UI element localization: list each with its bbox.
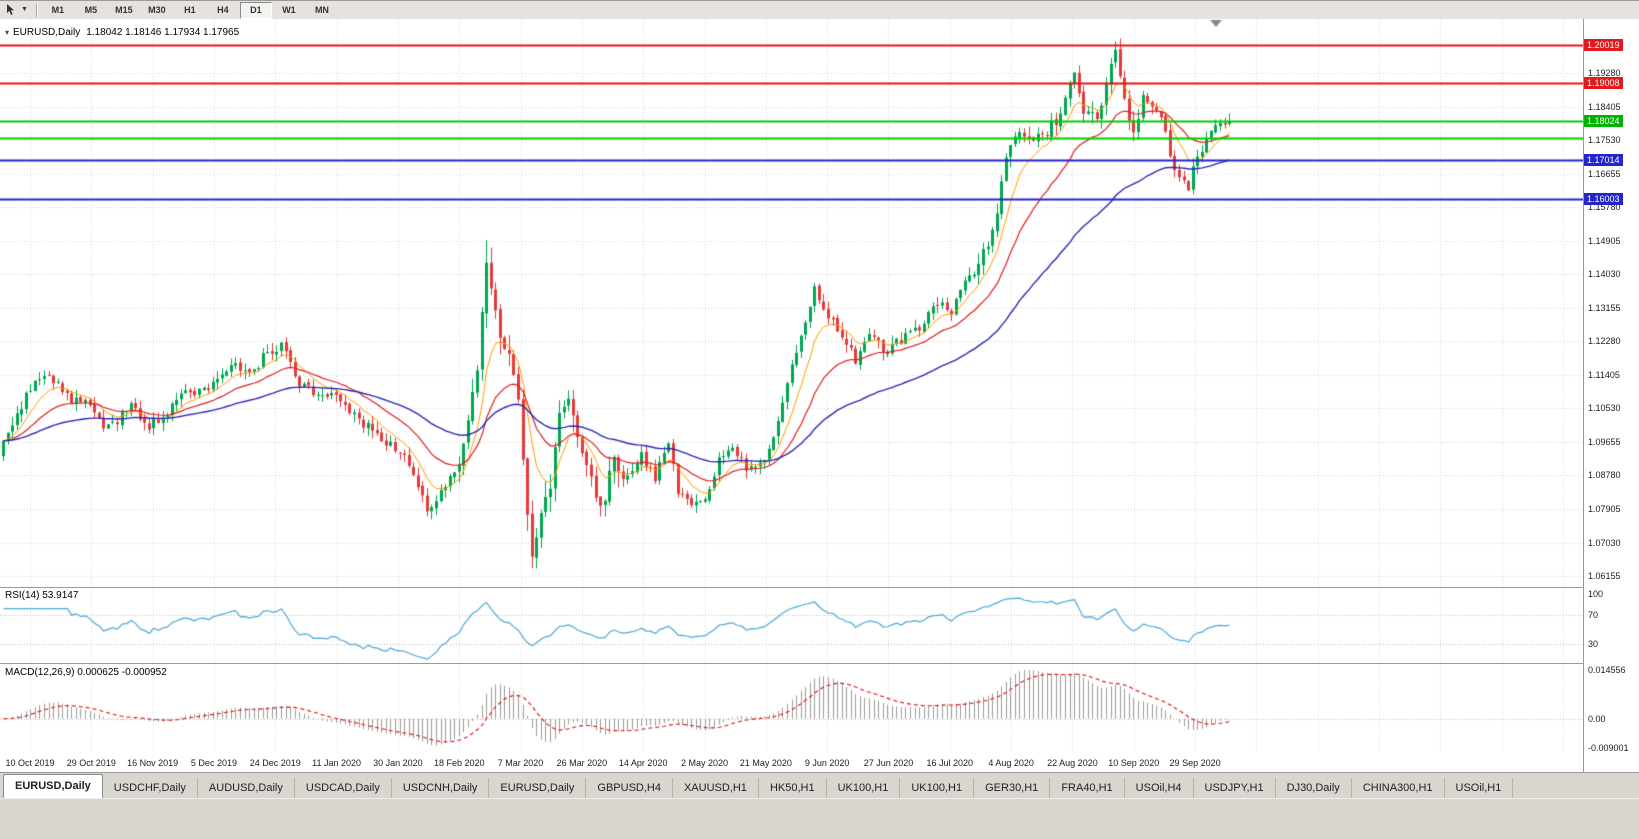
chart-tab-eurusd-daily-0[interactable]: EURUSD,Daily [3,774,103,799]
date-tick-label: 16 Jul 2020 [926,758,974,768]
cursor-icon [7,4,14,15]
price-tick-label: 1.07905 [1588,504,1621,514]
chart-tab-fra40-h1-12[interactable]: FRA40,H1 [1050,778,1125,799]
window-bottom-strip [0,798,1639,839]
price-tick-label: 1.08780 [1588,470,1621,481]
chart-symbol-label: EURUSD,Daily [13,27,81,38]
chart-tab-ger30-h1-11[interactable]: GER30,H1 [974,778,1051,799]
date-tick-label: 5 Dec 2019 [190,758,237,768]
date-tick-label: 27 Jun 2020 [863,758,914,768]
price-line-badge: 1.19008 [1584,77,1623,90]
cursor-tool-button[interactable] [3,2,18,18]
main-toolbar: ▼ M1 M5 M15 M30 H1 H4 D1 W1 MN [0,1,1639,20]
chart-tab-usoil-h1-17[interactable]: USOil,H1 [1445,778,1514,799]
macd-axis-label: -0.009001 [1588,743,1629,753]
price-tick-label: 1.13155 [1588,302,1621,313]
date-tick-label: 10 Oct 2019 [5,758,55,768]
chart-tab-hk50-h1-8[interactable]: HK50,H1 [759,778,827,799]
price-tick-label: 1.10530 [1588,403,1621,414]
price-tick-label: 1.14030 [1588,269,1621,280]
macd-panel-divider[interactable] [0,663,1639,664]
timeframe-button-m5[interactable]: M5 [84,4,98,15]
chart-canvas[interactable] [0,19,1583,754]
toolbar-separator [35,3,37,17]
date-tick-label: 21 May 2020 [739,758,792,768]
macd-axis-label: 0.014556 [1588,665,1626,675]
date-tick-label: 29 Oct 2019 [66,758,116,768]
chart-tab-uk100-h1-9[interactable]: UK100,H1 [827,778,901,799]
chart-ohlc-values: 1.18042 1.18146 1.17934 1.17965 [86,27,240,38]
price-tick-label: 1.12280 [1588,336,1621,347]
date-tick-label: 22 Aug 2020 [1047,758,1098,768]
price-tick-label: 1.07030 [1588,537,1621,548]
date-tick-label: 30 Jan 2020 [373,758,423,768]
chart-tab-usdcnh-daily-4[interactable]: USDCNH,Daily [392,778,490,799]
price-tick-label: 1.16655 [1588,168,1621,179]
chart-tab-xauusd-h1-7[interactable]: XAUUSD,H1 [673,778,759,799]
date-tick-label: 14 Apr 2020 [618,758,668,768]
timeframe-button-h1[interactable]: H1 [184,4,196,15]
price-tick-label: 1.15780 [1588,202,1621,213]
price-line-badge: 1.17014 [1584,153,1623,166]
price-axis[interactable]: 1.19280 1.18405 1.17530 1.16655 1.15780 1.149… [1583,19,1639,772]
date-tick-label: 16 Nov 2019 [127,758,179,768]
chart-tab-audusd-daily-2[interactable]: AUDUSD,Daily [198,778,295,799]
one-click-trading-arrow-icon[interactable]: ▾ [5,28,10,37]
rsi-axis-label: 30 [1588,639,1599,650]
price-tick-label: 1.14905 [1588,235,1621,246]
timeframe-button-m1[interactable]: M1 [51,4,65,15]
price-tick-label: 1.19280 [1588,68,1621,79]
price-line-badge: 1.16003 [1584,192,1623,205]
price-tick-label: 1.18405 [1588,101,1621,112]
date-tick-label: 24 Dec 2019 [249,758,301,768]
chart-tab-uk100-h1-10[interactable]: UK100,H1 [900,778,975,799]
date-axis[interactable]: 10 Oct 2019 29 Oct 2019 16 Nov 2019 5 Dec 2… [0,754,1583,772]
date-tick-label: 2 May 2020 [681,758,729,768]
price-line-badge: 1.18024 [1584,115,1623,128]
timeframe-button-m15[interactable]: M15 [115,4,133,15]
timeframe-buttons: M1 M5 M15 M30 H1 H4 D1 W1 MN [42,1,339,19]
price-tick-label: 1.17530 [1588,135,1621,146]
chart-tab-usdcad-daily-3[interactable]: USDCAD,Daily [295,778,392,799]
price-tick-label: 1.11405 [1588,369,1620,380]
chart-tab-gbpusd-h4-6[interactable]: GBPUSD,H4 [586,778,673,799]
chart-tab-dj30-daily-15[interactable]: DJ30,Daily [1276,778,1352,799]
timeframe-button-w1[interactable]: W1 [282,4,296,15]
date-tick-label: 18 Feb 2020 [433,758,485,768]
chart-region: ▾ EURUSD,Daily 1.18042 1.18146 1.17934 1.1… [0,19,1639,772]
chart-tab-usdjpy-h1-14[interactable]: USDJPY,H1 [1194,778,1276,799]
timeframe-button-m30[interactable]: M30 [148,4,166,15]
rsi-panel-divider[interactable] [0,587,1639,588]
price-tick-label: 1.06155 [1588,571,1621,582]
tool-dropdown-button[interactable]: ▼ [18,2,31,18]
rsi-axis-label: 100 [1588,589,1604,599]
macd-axis-label: 0.00 [1588,713,1606,724]
date-tick-label: 7 Mar 2020 [497,758,544,768]
rsi-axis-label: 70 [1588,609,1599,620]
timeframe-button-mn[interactable]: MN [314,4,329,15]
date-tick-label: 9 Jun 2020 [804,758,850,768]
timeframe-button-d1[interactable]: D1 [239,1,272,19]
date-tick-label: 26 Mar 2020 [556,758,608,768]
chart-tab-usdchf-daily-1[interactable]: USDCHF,Daily [103,778,198,799]
price-line-badge: 1.20019 [1584,38,1623,51]
date-tick-label: 10 Sep 2020 [1108,758,1160,768]
chart-tab-bar: EURUSD,Daily USDCHF,Daily AUDUSD,Daily USDC… [0,772,1639,799]
chevron-down-icon: ▼ [21,6,28,13]
chart-tab-china300-h1-16[interactable]: CHINA300,H1 [1352,778,1445,799]
chart-title: ▾ EURUSD,Daily 1.18042 1.18146 1.17934 1.1… [5,27,239,38]
chart-tab-eurusd-daily-5[interactable]: EURUSD,Daily [489,778,587,799]
macd-indicator-label: MACD(12,26,9) 0.000625 -0.000952 [5,667,167,678]
price-tick-label: 1.09655 [1588,436,1621,447]
date-tick-label: 29 Sep 2020 [1169,758,1221,768]
date-tick-label: 4 Aug 2020 [988,758,1034,768]
timeframe-button-h4[interactable]: H4 [217,4,229,15]
chart-tab-usoil-h4-13[interactable]: USOil,H4 [1125,778,1194,799]
rsi-indicator-label: RSI(14) 53.9147 [5,590,79,601]
date-tick-label: 11 Jan 2020 [312,758,362,768]
